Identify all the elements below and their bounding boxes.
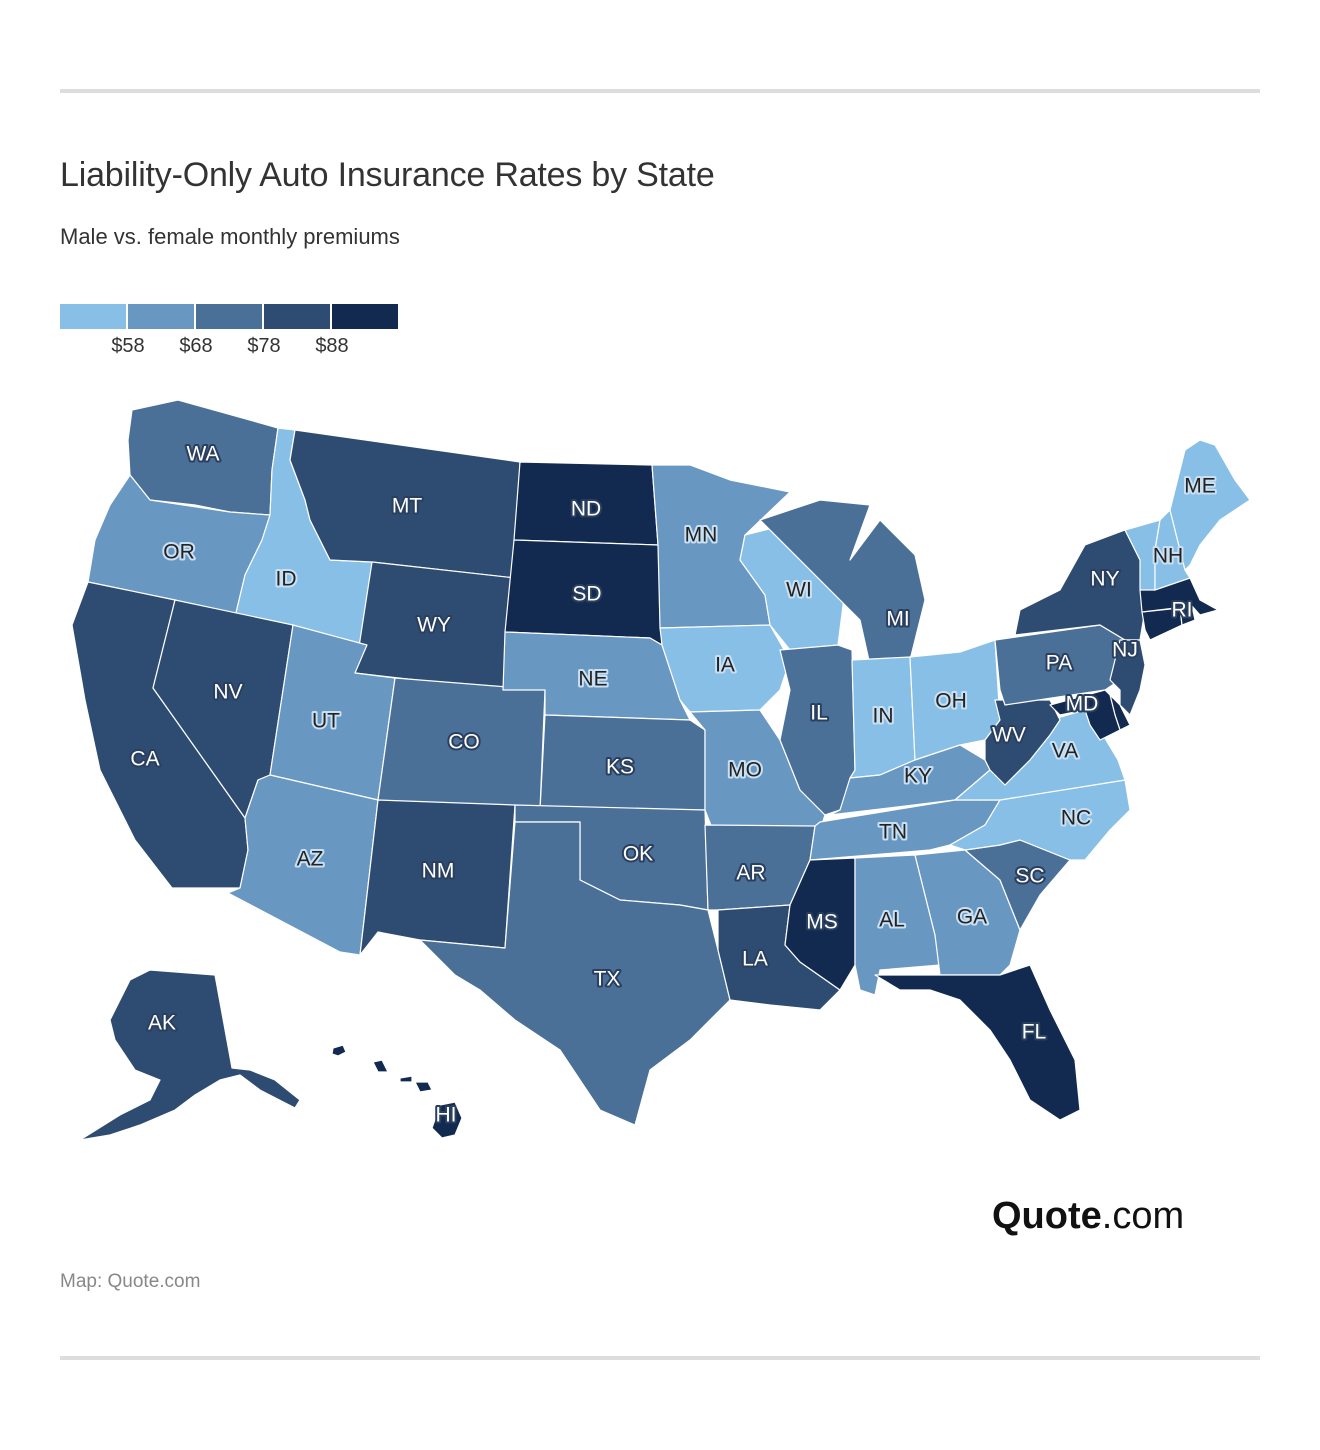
label-mi: MI bbox=[886, 608, 909, 631]
label-ga: GA bbox=[957, 906, 987, 929]
state-hi-island[interactable] bbox=[372, 1059, 389, 1073]
label-va: VA bbox=[1052, 740, 1078, 763]
state-md[interactable] bbox=[1049, 689, 1121, 741]
label-mn: MN bbox=[685, 524, 718, 547]
label-al: AL bbox=[879, 909, 905, 932]
state-tx[interactable] bbox=[419, 821, 731, 1126]
legend-swatch-3 bbox=[196, 304, 262, 329]
brand-domain: .com bbox=[1101, 1195, 1185, 1237]
label-ne: NE bbox=[578, 668, 607, 691]
state-il[interactable] bbox=[779, 644, 856, 816]
label-wa: WA bbox=[186, 443, 219, 466]
quote-com-logo: Quote.com bbox=[992, 1195, 1184, 1238]
label-nm: NM bbox=[422, 860, 455, 883]
label-ia: IA bbox=[715, 654, 735, 677]
brand-name: Quote bbox=[992, 1195, 1102, 1237]
label-ut: UT bbox=[312, 710, 340, 733]
label-md: MD bbox=[1066, 693, 1099, 716]
state-nc[interactable] bbox=[949, 779, 1131, 861]
label-or: OR bbox=[163, 541, 195, 564]
label-oh: OH bbox=[935, 690, 967, 713]
state-ak[interactable] bbox=[79, 969, 301, 1141]
legend-tick: $88 bbox=[315, 335, 349, 357]
state-hi[interactable] bbox=[431, 1101, 463, 1139]
label-ri: RI bbox=[1172, 599, 1193, 622]
label-sc: SC bbox=[1015, 865, 1044, 888]
label-tn: TN bbox=[879, 821, 907, 844]
legend-swatch-4 bbox=[264, 304, 330, 329]
label-ms: MS bbox=[806, 911, 838, 934]
state-mi[interactable] bbox=[759, 499, 926, 666]
state-nj[interactable] bbox=[1109, 639, 1146, 716]
legend-swatch-5 bbox=[332, 304, 398, 329]
state-hi-island[interactable] bbox=[331, 1044, 347, 1057]
state-hi-island[interactable] bbox=[399, 1075, 413, 1083]
label-in: IN bbox=[873, 705, 894, 728]
label-ks: KS bbox=[606, 756, 634, 779]
label-mt: MT bbox=[392, 495, 422, 518]
label-ky: KY bbox=[904, 765, 932, 788]
state-hi-island[interactable] bbox=[414, 1081, 433, 1093]
state-me[interactable] bbox=[1169, 439, 1251, 571]
legend-swatch-2 bbox=[128, 304, 194, 329]
legend-tick: $78 bbox=[247, 335, 281, 357]
label-me: ME bbox=[1184, 475, 1216, 498]
label-nh: NH bbox=[1153, 545, 1183, 568]
label-la: LA bbox=[742, 948, 768, 971]
label-id: ID bbox=[276, 568, 297, 591]
label-wy: WY bbox=[417, 614, 451, 637]
label-co: CO bbox=[448, 731, 480, 754]
label-ar: AR bbox=[736, 862, 765, 885]
chart-subtitle: Male vs. female monthly premiums bbox=[60, 224, 400, 249]
top-divider bbox=[60, 89, 1260, 93]
label-nc: NC bbox=[1061, 807, 1091, 830]
bottom-divider bbox=[60, 1356, 1260, 1360]
label-wi: WI bbox=[786, 579, 812, 602]
label-hi: HI bbox=[436, 1104, 457, 1127]
legend-tick: $68 bbox=[179, 335, 213, 357]
label-ak: AK bbox=[148, 1012, 176, 1035]
label-nd: ND bbox=[571, 498, 601, 521]
label-ca: CA bbox=[130, 748, 159, 771]
label-az: AZ bbox=[297, 848, 324, 871]
state-wv[interactable] bbox=[984, 699, 1061, 786]
source-credit: Map: Quote.com bbox=[60, 1271, 201, 1292]
label-ny: NY bbox=[1090, 568, 1119, 591]
label-ok: OK bbox=[623, 843, 653, 866]
label-wv: WV bbox=[992, 724, 1026, 747]
label-sd: SD bbox=[572, 583, 601, 606]
label-mo: MO bbox=[728, 759, 762, 782]
label-tx: TX bbox=[594, 968, 621, 991]
label-nj: NJ bbox=[1112, 639, 1138, 662]
legend-tick: $58 bbox=[111, 335, 145, 357]
label-nv: NV bbox=[213, 681, 242, 704]
color-legend: $58 $68 $78 $88 bbox=[60, 304, 400, 361]
legend-swatch-1 bbox=[60, 304, 126, 329]
label-fl: FL bbox=[1022, 1021, 1047, 1044]
state-fl[interactable] bbox=[874, 964, 1081, 1121]
label-pa: PA bbox=[1046, 652, 1072, 675]
chart-title: Liability-Only Auto Insurance Rates by S… bbox=[60, 156, 715, 194]
label-il: IL bbox=[810, 702, 828, 725]
state-ny[interactable] bbox=[1014, 529, 1146, 641]
